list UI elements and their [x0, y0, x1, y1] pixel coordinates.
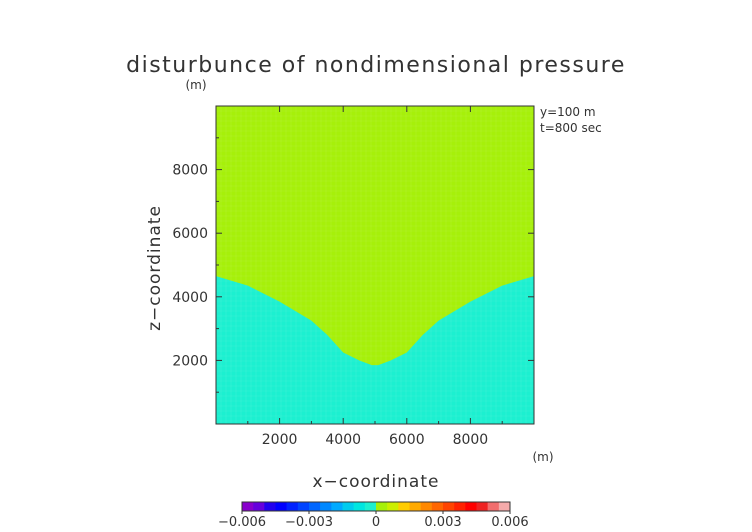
- colorbar: −0.006 −0.003 0 0.003 0.006: [218, 501, 529, 530]
- colorbar-swatch: [364, 502, 377, 511]
- y-tick-label: 6000: [172, 226, 208, 242]
- colorbar-swatch: [498, 502, 511, 511]
- y-unit-label: (m): [185, 78, 206, 92]
- colorbar-swatch: [398, 502, 410, 511]
- x-axis-title: x−coordinate: [313, 472, 440, 492]
- colorbar-swatch: [387, 502, 399, 511]
- x-axis: 2000 4000 6000 8000: [247, 106, 503, 448]
- colorbar-swatch: [242, 502, 254, 511]
- colorbar-swatch: [286, 502, 299, 511]
- colorbar-swatch: [309, 502, 321, 511]
- colorbar-tick-label: 0.003: [424, 515, 461, 530]
- colorbar-swatch: [342, 502, 354, 511]
- colorbar-swatch: [454, 502, 466, 511]
- colorbar-swatch: [476, 502, 488, 511]
- colorbar-swatch: [443, 502, 455, 511]
- y-axis: 2000 4000 6000 8000: [172, 137, 534, 393]
- colorbar-swatch: [376, 502, 388, 511]
- chart-title: disturbunce of nondimensional pressure: [126, 53, 626, 78]
- colorbar-tick-label: −0.006: [218, 515, 266, 530]
- colorbar-swatch: [320, 502, 332, 511]
- y-tick-label: 8000: [172, 163, 208, 179]
- colorbar-swatch: [275, 502, 287, 511]
- y-tick-label: 2000: [172, 353, 208, 369]
- colorbar-tick-label: 0.006: [491, 515, 528, 530]
- colorbar-swatch: [420, 502, 433, 511]
- annotation-t: t=800 sec: [540, 121, 602, 135]
- x-tick-label: 8000: [453, 432, 489, 448]
- colorbar-tick-label: 0: [372, 515, 380, 530]
- colorbar-tick-label: −0.003: [285, 515, 333, 530]
- colorbar-swatch: [353, 502, 366, 511]
- colorbar-swatch: [465, 502, 477, 511]
- y-axis-title: z−coordinate: [145, 205, 165, 331]
- x-unit-label: (m): [532, 450, 553, 464]
- colorbar-swatch: [431, 502, 444, 511]
- colorbar-swatch: [297, 502, 310, 511]
- colorbar-swatch: [487, 502, 500, 511]
- colorbar-swatch: [264, 502, 276, 511]
- x-tick-label: 6000: [389, 432, 425, 448]
- y-tick-label: 4000: [172, 290, 208, 306]
- plot-area: [215, 105, 535, 425]
- grid: [216, 106, 534, 424]
- colorbar-swatch: [253, 502, 265, 511]
- x-tick-label: 2000: [262, 432, 298, 448]
- x-tick-label: 4000: [325, 432, 361, 448]
- colorbar-swatch: [331, 502, 343, 511]
- region-negative: [216, 276, 534, 424]
- colorbar-swatch: [409, 502, 421, 511]
- annotation-y: y=100 m: [540, 105, 596, 119]
